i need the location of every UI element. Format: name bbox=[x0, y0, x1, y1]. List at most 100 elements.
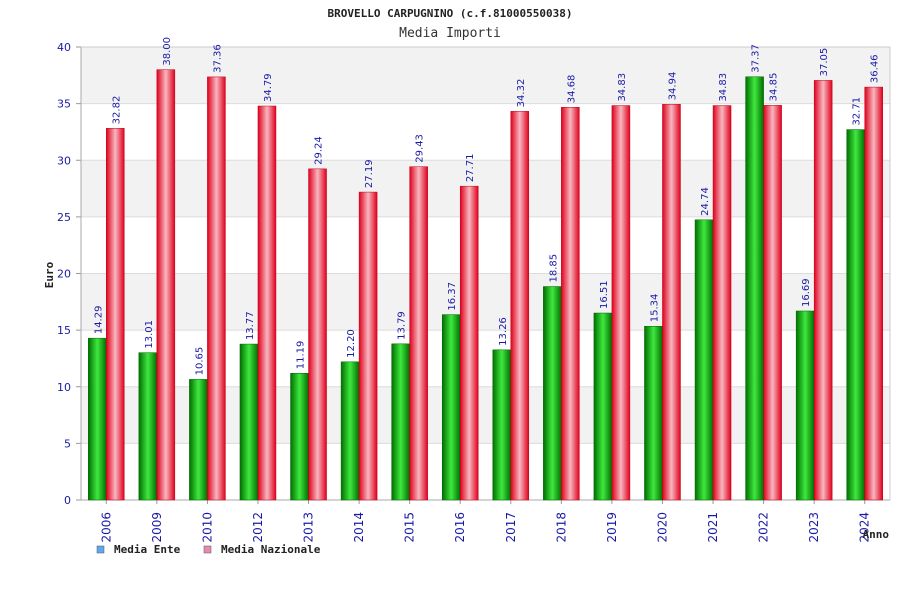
x-tick-label: 2020 bbox=[655, 512, 669, 543]
bar-media-nazionale bbox=[763, 105, 782, 501]
value-labels: 14.29 32.82 13.01 38.00 10.65 37.36 13.77 34.79… bbox=[93, 37, 880, 375]
bar-media-nazionale bbox=[308, 168, 327, 501]
y-tick-label: 25 bbox=[57, 211, 71, 224]
data-label: 34.68 bbox=[566, 75, 577, 104]
bar-media-ente bbox=[644, 326, 663, 501]
x-tick-label: 2013 bbox=[302, 512, 316, 543]
bar-media-nazionale bbox=[358, 191, 378, 501]
data-label: 37.37 bbox=[751, 44, 762, 73]
x-tick-label: 2016 bbox=[453, 512, 467, 543]
bar-media-ente bbox=[239, 343, 259, 501]
bar-media-ente bbox=[441, 314, 461, 501]
data-label: 18.85 bbox=[548, 254, 559, 283]
y-tick-label: 10 bbox=[57, 381, 71, 394]
y-tick-label: 15 bbox=[57, 324, 71, 337]
data-label: 34.94 bbox=[667, 72, 678, 101]
legend: Media Ente Media Nazionale bbox=[96, 543, 321, 556]
bar-media-ente bbox=[290, 373, 309, 501]
bar-media-nazionale bbox=[611, 105, 631, 501]
bar-media-ente bbox=[795, 310, 815, 501]
data-label: 13.77 bbox=[245, 311, 256, 340]
bar-media-nazionale bbox=[459, 185, 479, 501]
data-label: 37.36 bbox=[212, 44, 223, 73]
bar-media-nazionale bbox=[662, 104, 681, 501]
bar-media-nazionale bbox=[561, 106, 580, 501]
bar-media-nazionale bbox=[257, 105, 277, 501]
x-tick-label: 2021 bbox=[706, 512, 720, 543]
data-label: 16.69 bbox=[801, 278, 812, 307]
legend-swatch-media-ente bbox=[96, 545, 105, 554]
bar-media-nazionale bbox=[106, 128, 125, 501]
bar-media-ente bbox=[593, 312, 613, 501]
data-label: 34.85 bbox=[769, 73, 780, 102]
y-axis-label: Euro bbox=[43, 261, 56, 288]
chart-title: BROVELLO CARPUGNINO (c.f.81000550038) bbox=[327, 7, 572, 20]
y-tick-label: 40 bbox=[57, 41, 71, 54]
data-label: 37.05 bbox=[819, 48, 830, 77]
data-label: 29.24 bbox=[314, 136, 325, 165]
bar-media-ente bbox=[846, 129, 865, 501]
data-label: 12.20 bbox=[346, 329, 357, 358]
bar-media-nazionale bbox=[712, 105, 732, 501]
data-label: 32.71 bbox=[852, 97, 863, 126]
x-tick-label: 2023 bbox=[807, 512, 821, 543]
data-label: 34.83 bbox=[718, 73, 729, 102]
data-label: 36.46 bbox=[870, 54, 881, 83]
bar-media-ente bbox=[88, 337, 107, 501]
data-label: 38.00 bbox=[162, 37, 173, 66]
y-tick-labels: 0 5 10 15 20 25 30 35 40 bbox=[57, 41, 71, 507]
x-tick-label: 2019 bbox=[605, 512, 619, 543]
bar-media-ente bbox=[138, 352, 158, 501]
data-label: 27.19 bbox=[364, 159, 375, 188]
data-label: 13.01 bbox=[144, 320, 155, 349]
y-tick-label: 30 bbox=[57, 154, 71, 167]
bars bbox=[88, 69, 883, 501]
data-label: 15.34 bbox=[649, 294, 660, 323]
x-tick-label: 2015 bbox=[403, 512, 417, 543]
data-label: 13.26 bbox=[498, 317, 509, 346]
x-tick-label: 2009 bbox=[150, 512, 164, 543]
bar-media-nazionale bbox=[510, 111, 530, 501]
bar-media-nazionale bbox=[409, 166, 428, 501]
data-label: 34.83 bbox=[617, 73, 628, 102]
bar-media-ente bbox=[340, 361, 360, 501]
x-tick-label: 2014 bbox=[352, 512, 366, 543]
data-label: 16.51 bbox=[599, 280, 610, 309]
data-label: 34.79 bbox=[263, 73, 274, 102]
bar-media-nazionale bbox=[864, 86, 883, 501]
data-label: 34.32 bbox=[516, 79, 527, 108]
bar-media-ente bbox=[492, 349, 512, 501]
x-tick-label: 2017 bbox=[504, 512, 518, 543]
x-tick-label: 2022 bbox=[757, 512, 771, 543]
bar-media-nazionale bbox=[156, 69, 176, 501]
y-tick-label: 5 bbox=[64, 437, 71, 450]
legend-label-media-ente: Media Ente bbox=[114, 543, 181, 556]
y-tick-label: 0 bbox=[64, 494, 71, 507]
bar-media-ente bbox=[745, 76, 764, 501]
x-tick-label: 2018 bbox=[554, 512, 568, 543]
chart-subtitle: Media Importi bbox=[399, 26, 501, 41]
x-tick-label: 2010 bbox=[200, 512, 214, 543]
legend-swatch-media-nazionale bbox=[203, 545, 212, 554]
data-label: 16.37 bbox=[447, 282, 458, 311]
data-label: 11.19 bbox=[296, 341, 307, 370]
x-tick-labels: 2006 2009 2010 2012 2013 2014 2015 2016 2017 2018… bbox=[99, 512, 871, 543]
data-label: 27.71 bbox=[465, 154, 476, 183]
data-label: 24.74 bbox=[700, 187, 711, 216]
data-label: 29.43 bbox=[415, 134, 426, 163]
x-tick-label: 2006 bbox=[99, 512, 113, 543]
bar-media-ente bbox=[543, 286, 562, 501]
data-label: 10.65 bbox=[194, 347, 205, 376]
data-label: 32.82 bbox=[111, 96, 122, 125]
x-tick-label: 2012 bbox=[251, 512, 265, 543]
x-tick-label: 2024 bbox=[858, 512, 872, 543]
bar-media-ente bbox=[391, 343, 410, 501]
data-label: 13.79 bbox=[397, 311, 408, 340]
bar-media-ente bbox=[189, 379, 208, 501]
data-label: 14.29 bbox=[93, 306, 104, 335]
bar-media-nazionale bbox=[207, 76, 226, 501]
bar-media-nazionale bbox=[813, 80, 833, 501]
legend-label-media-nazionale: Media Nazionale bbox=[221, 543, 321, 556]
bar-media-ente bbox=[694, 219, 714, 501]
y-tick-label: 20 bbox=[57, 268, 71, 281]
